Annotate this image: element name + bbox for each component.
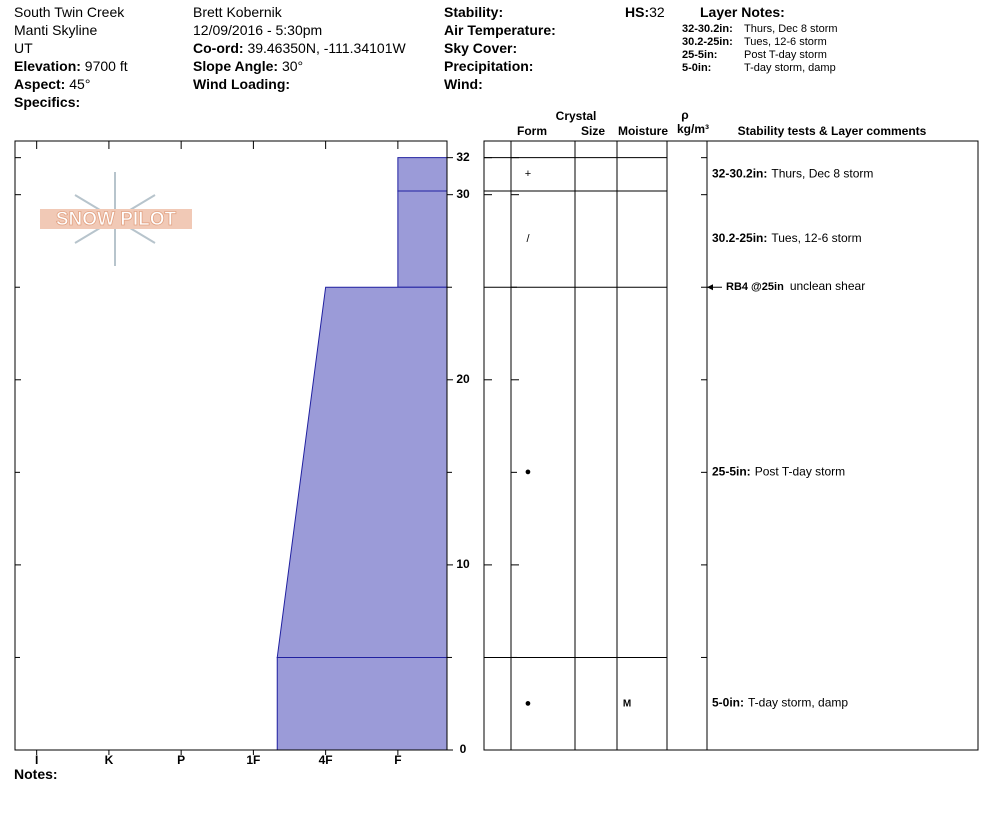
aspect: Aspect: 45° [14, 75, 90, 93]
x-tick-label: 1F [246, 753, 260, 767]
x-tick-label: F [394, 753, 401, 767]
comment-text: Thurs, Dec 8 storm [771, 166, 873, 180]
elevation: Elevation: 9700 ft [14, 57, 128, 75]
logo-text: SNOW PILOT [56, 209, 177, 230]
y-tick-label: 10 [456, 557, 470, 571]
stability-test: RB4 @25in unclean shear [726, 279, 865, 293]
specifics: Specifics: [14, 94, 81, 110]
col-size: Size [581, 124, 605, 138]
stability: Stability: [444, 4, 504, 20]
wind: Wind: [444, 76, 483, 92]
y-tick-label: 30 [456, 187, 470, 201]
layer-note-range: 32-30.2in: [682, 23, 733, 35]
test-arrowhead [707, 284, 713, 291]
grain-form: ● [525, 466, 532, 478]
layer-comment: 30.2-25in: Tues, 12-6 storm [712, 231, 862, 245]
test-label: RB4 @25in [726, 281, 784, 293]
table-frame [483, 140, 979, 751]
wind-loading: Wind Loading: [193, 76, 291, 92]
comment-text: Tues, 12-6 storm [771, 231, 861, 245]
layer-comment: 5-0in: T-day storm, damp [712, 696, 848, 710]
hardness-layer [397, 157, 448, 192]
layer-comment: 32-30.2in: Thurs, Dec 8 storm [712, 166, 873, 180]
air-temperature: Air Temperature: [444, 22, 556, 38]
site: South Twin Creek [14, 4, 125, 20]
x-tick-label: 4F [319, 753, 333, 767]
sky-cover: Sky Cover: [444, 40, 518, 56]
y-tick-label: 32 [456, 150, 470, 164]
hardness-layer [276, 656, 448, 751]
col-rho: ρ [681, 108, 688, 122]
layer-note-text: Thurs, Dec 8 storm [744, 23, 838, 35]
col-moisture: Moisture [618, 124, 668, 138]
value: 9700 ft [84, 58, 128, 74]
logo [40, 172, 192, 266]
observer: Brett Kobernik [193, 4, 282, 20]
col-crystal: Crystal [556, 109, 597, 123]
hardness-layer [397, 190, 448, 288]
label: Elevation: [14, 58, 81, 74]
range: Manti Skyline [14, 22, 98, 38]
chart-frame [14, 140, 448, 751]
value: 30° [281, 58, 304, 74]
layer-note-text: Post T-day storm [744, 49, 827, 61]
layer-note-text: Tues, 12-6 storm [744, 36, 827, 48]
label: Co-ord: [193, 40, 244, 56]
test-text: unclean shear [790, 279, 865, 293]
logo-band [40, 209, 192, 229]
x-tick-label: P [177, 753, 185, 767]
comment-range: 25-5in: [712, 465, 751, 479]
col-form: Form [517, 124, 547, 138]
value: 45° [69, 76, 91, 92]
label: Slope Angle: [193, 58, 279, 74]
y-tick-label: 20 [456, 372, 470, 386]
grain-form: + [525, 168, 531, 180]
layer-note-range: 5-0in: [682, 62, 712, 74]
coord: Co-ord: 39.46350N, -111.34101W [193, 39, 406, 57]
layer-note-range: 30.2-25in: [682, 36, 733, 48]
value: 39.46350N, -111.34101W [247, 40, 406, 56]
comment-range: 30.2-25in: [712, 231, 767, 245]
notes: Notes: [14, 766, 58, 782]
layer-note-text: T-day storm, damp [744, 62, 836, 74]
x-tick-label: K [105, 753, 114, 767]
label: HS: [625, 4, 650, 20]
comment-range: 5-0in: [712, 696, 744, 710]
col-density: kg/m³ [677, 122, 709, 136]
value: 32 [649, 4, 665, 20]
label: Aspect: [14, 76, 66, 92]
col-comments: Stability tests & Layer comments [738, 124, 927, 138]
state: UT [14, 40, 33, 56]
x-tick-label: I [35, 753, 38, 767]
comment-range: 32-30.2in: [712, 166, 767, 180]
datetime: 12/09/2016 - 5:30pm [193, 22, 323, 38]
hardness-layer [276, 286, 448, 658]
layer-comment: 25-5in: Post T-day storm [712, 465, 845, 479]
layer-note-range: 25-5in: [682, 49, 718, 61]
moisture: M [623, 698, 631, 709]
layer-notes-title: Layer Notes: [700, 4, 785, 20]
hs: HS:32 [625, 3, 665, 21]
y-tick-label: 0 [460, 742, 467, 756]
grain-form: / [526, 233, 530, 245]
grain-form: ● [525, 698, 532, 710]
comment-text: T-day storm, damp [748, 696, 848, 710]
slope: Slope Angle: 30° [193, 57, 303, 75]
precipitation: Precipitation: [444, 58, 534, 74]
comment-text: Post T-day storm [755, 465, 845, 479]
